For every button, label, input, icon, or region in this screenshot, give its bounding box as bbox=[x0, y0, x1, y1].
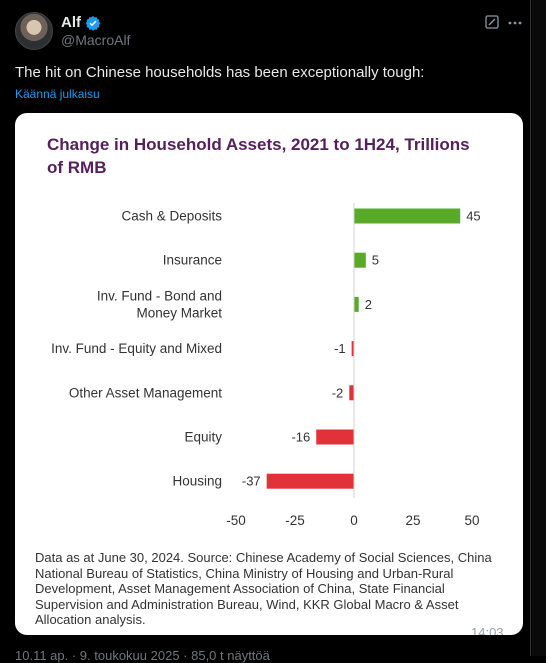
display-name[interactable]: Alf bbox=[61, 14, 81, 31]
x-tick-label: 0 bbox=[350, 513, 358, 528]
chart-footnote: Data as at June 30, 2024. Source: Chines… bbox=[35, 550, 492, 627]
verified-badge-icon bbox=[85, 15, 101, 31]
translate-link[interactable]: Käännä julkaisu bbox=[15, 87, 100, 101]
data-label: 5 bbox=[372, 253, 379, 268]
tweet-header: Alf @MacroAlf bbox=[15, 12, 525, 52]
bar bbox=[266, 473, 354, 489]
data-label: 45 bbox=[466, 209, 480, 224]
scrollbar[interactable] bbox=[532, 0, 546, 656]
data-label: -2 bbox=[332, 385, 344, 400]
category-label: Inv. Fund - Bond and bbox=[97, 288, 222, 303]
bar bbox=[351, 341, 354, 357]
data-label: -37 bbox=[242, 474, 261, 489]
x-tick-label: -50 bbox=[226, 513, 246, 528]
bar bbox=[316, 429, 354, 445]
more-options-icon[interactable] bbox=[507, 15, 523, 31]
bar bbox=[349, 385, 354, 401]
category-label: Other Asset Management bbox=[69, 385, 222, 400]
user-handle[interactable]: @MacroAlf bbox=[61, 32, 131, 48]
data-label: -16 bbox=[291, 430, 310, 445]
x-tick-label: -25 bbox=[285, 513, 305, 528]
bar bbox=[354, 296, 359, 312]
bar bbox=[354, 252, 366, 268]
x-tick-label: 50 bbox=[464, 513, 479, 528]
data-label: -1 bbox=[334, 341, 346, 356]
bar-chart: 45 Cash & Deposits 5 Insurance 2 Inv. Fund - … bbox=[51, 203, 481, 528]
bar bbox=[354, 208, 461, 224]
data-label: 2 bbox=[365, 297, 372, 312]
media-card[interactable]: Change in Household Assets, 2021 to 1H24… bbox=[15, 113, 523, 635]
x-tick-label: 25 bbox=[405, 513, 420, 528]
edit-icon[interactable] bbox=[485, 15, 499, 29]
duration-overlay: 14:03 bbox=[471, 625, 504, 635]
avatar[interactable] bbox=[15, 12, 53, 50]
name-row: Alf bbox=[61, 14, 101, 31]
category-label: Inv. Fund - Equity and Mixed bbox=[51, 341, 222, 356]
tweet-text: The hit on Chinese households has been e… bbox=[15, 64, 425, 81]
category-label: Insurance bbox=[163, 253, 222, 268]
category-label: Housing bbox=[172, 474, 222, 489]
chart-title: Change in Household Assets, 2021 to 1H24… bbox=[47, 135, 470, 177]
category-label: Money Market bbox=[136, 305, 222, 320]
category-label: Equity bbox=[184, 430, 222, 445]
tweet-frame bbox=[530, 0, 531, 656]
category-label: Cash & Deposits bbox=[121, 209, 222, 224]
